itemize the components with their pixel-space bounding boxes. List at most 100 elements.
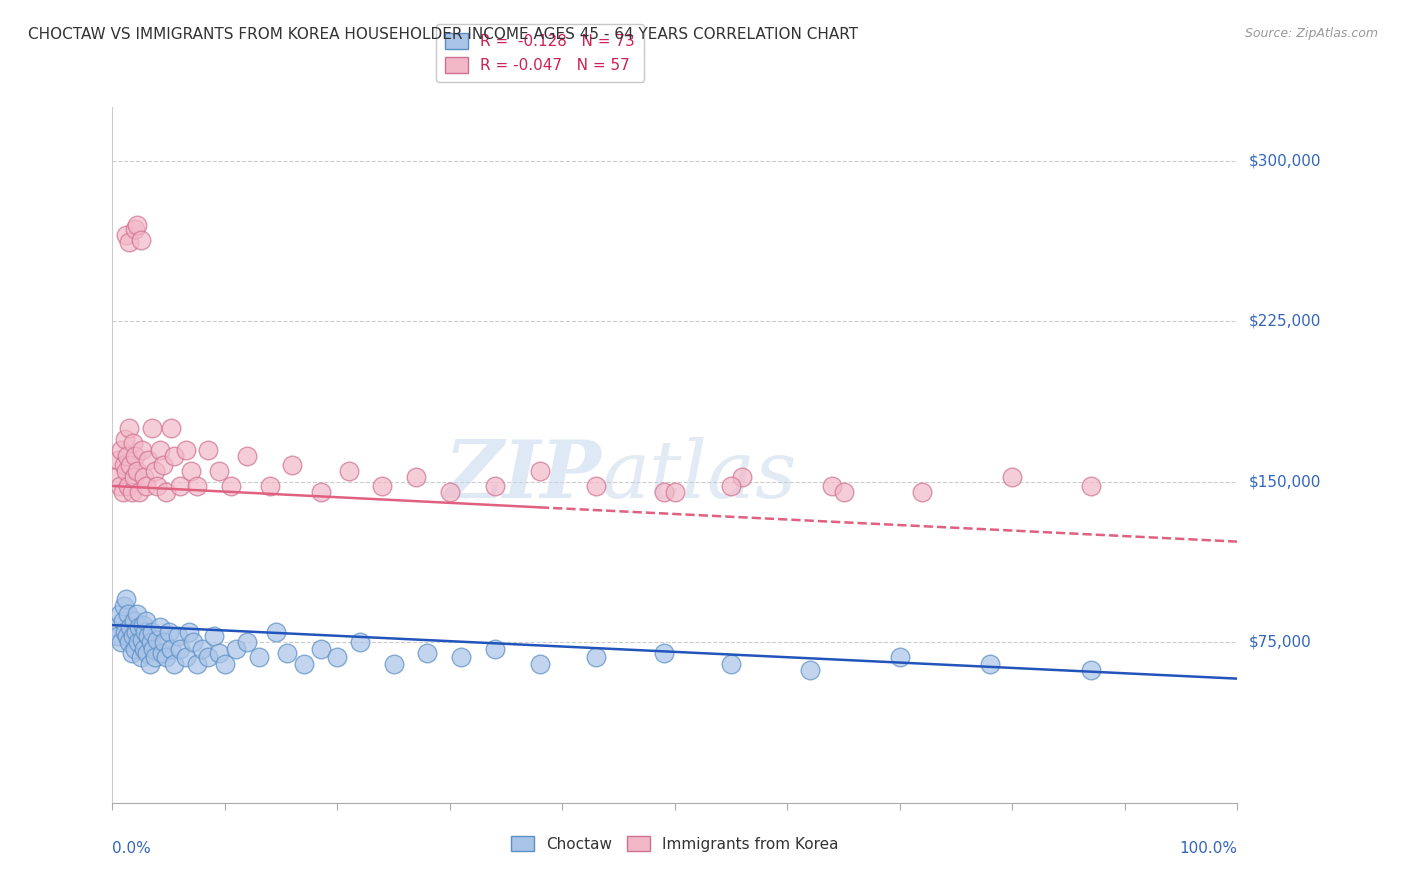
Point [664, 485, 686, 500]
Point [117, 607, 139, 622]
Point [529, 657, 551, 671]
Point [139, 635, 162, 649]
Point [127, 464, 149, 478]
Point [110, 479, 132, 493]
Text: $225,000: $225,000 [1249, 314, 1320, 328]
Point [160, 641, 183, 656]
Point [731, 470, 754, 484]
Point [214, 657, 236, 671]
Point [135, 479, 157, 493]
Point [832, 485, 855, 500]
Point [115, 228, 138, 243]
Point [141, 624, 163, 639]
Point [153, 635, 176, 649]
Point [138, 629, 160, 643]
Point [128, 485, 150, 500]
Point [111, 485, 134, 500]
Point [138, 657, 160, 671]
Legend: Choctaw, Immigrants from Korea: Choctaw, Immigrants from Korea [505, 830, 845, 858]
Point [117, 479, 139, 493]
Point [281, 458, 304, 472]
Point [163, 449, 186, 463]
Point [124, 222, 146, 236]
Point [169, 641, 191, 656]
Point [247, 650, 270, 665]
Point [191, 641, 214, 656]
Point [107, 629, 129, 643]
Point [131, 633, 153, 648]
Point [160, 421, 183, 435]
Point [155, 485, 177, 500]
Point [143, 650, 166, 665]
Point [208, 646, 231, 660]
Point [720, 657, 742, 671]
Point [110, 635, 132, 649]
Point [652, 646, 675, 660]
Point [115, 629, 138, 643]
Point [115, 449, 138, 463]
Point [121, 436, 143, 450]
Point [142, 641, 165, 656]
Point [114, 432, 136, 446]
Point [889, 650, 911, 665]
Point [125, 624, 148, 639]
Point [163, 657, 186, 671]
Point [529, 464, 551, 478]
Point [219, 479, 242, 493]
Point [115, 592, 138, 607]
Point [118, 421, 141, 435]
Point [143, 464, 166, 478]
Text: 0.0%: 0.0% [112, 841, 152, 856]
Point [337, 464, 360, 478]
Point [120, 620, 142, 634]
Point [382, 657, 405, 671]
Point [141, 421, 163, 435]
Point [186, 479, 208, 493]
Point [799, 663, 821, 677]
Point [484, 641, 506, 656]
Point [134, 624, 156, 639]
Point [128, 620, 150, 634]
Point [118, 235, 141, 249]
Point [484, 479, 506, 493]
Point [115, 464, 138, 478]
Point [104, 620, 127, 634]
Point [174, 650, 197, 665]
Point [129, 233, 152, 247]
Point [132, 641, 155, 656]
Point [124, 449, 146, 463]
Point [979, 657, 1001, 671]
Point [202, 629, 225, 643]
Point [197, 442, 219, 457]
Point [720, 479, 742, 493]
Point [131, 442, 153, 457]
Point [911, 485, 934, 500]
Point [236, 449, 259, 463]
Point [236, 635, 259, 649]
Point [439, 485, 461, 500]
Point [416, 646, 439, 660]
Point [124, 641, 146, 656]
Point [155, 650, 177, 665]
Point [121, 646, 143, 660]
Point [127, 607, 149, 622]
Point [585, 479, 607, 493]
Point [112, 458, 135, 472]
Point [821, 479, 844, 493]
Point [264, 624, 287, 639]
Text: $300,000: $300,000 [1249, 153, 1320, 168]
Text: CHOCTAW VS IMMIGRANTS FROM KOREA HOUSEHOLDER INCOME AGES 45 - 64 YEARS CORRELATI: CHOCTAW VS IMMIGRANTS FROM KOREA HOUSEHO… [28, 27, 858, 42]
Point [208, 464, 231, 478]
Point [118, 635, 141, 649]
Text: ZIP: ZIP [444, 437, 602, 515]
Point [107, 453, 129, 467]
Point [180, 464, 202, 478]
Point [157, 624, 180, 639]
Point [276, 646, 298, 660]
Point [197, 650, 219, 665]
Point [1080, 479, 1102, 493]
Point [127, 635, 149, 649]
Point [174, 442, 197, 457]
Point [371, 479, 394, 493]
Point [186, 657, 208, 671]
